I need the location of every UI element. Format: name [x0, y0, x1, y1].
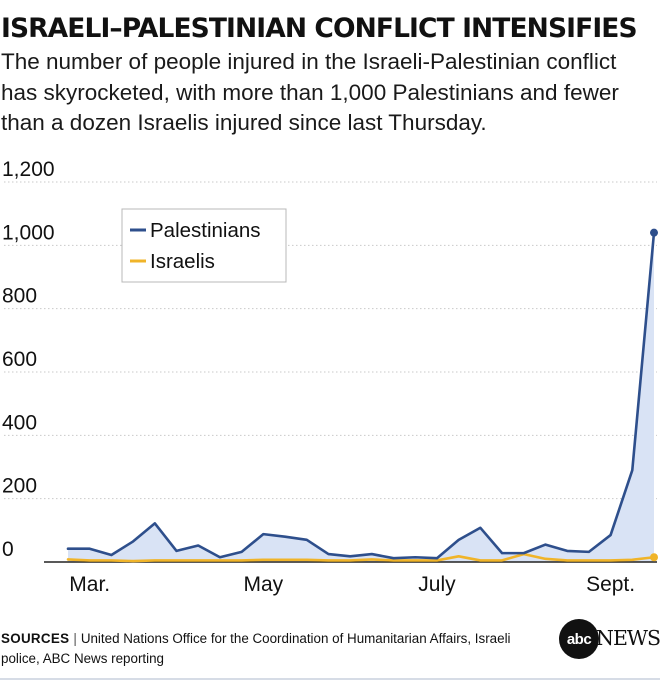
y-tick-label-200: 200 [2, 475, 37, 498]
subtitle: The number of people injured in the Isra… [1, 49, 619, 135]
y-tick-label-600: 600 [2, 348, 37, 371]
sources-text: United Nations Office for the Coordinati… [1, 631, 511, 666]
legend-label-israelis: Israelis [150, 250, 215, 273]
israelis-end-point [650, 553, 658, 562]
news-logo-word: NEWS [596, 626, 660, 650]
x-tick-label-july: July [418, 573, 456, 596]
sources-separator: | [73, 631, 77, 646]
y-tick-label-400: 400 [2, 411, 37, 434]
y-tick-label-1000: 1,000 [2, 221, 55, 244]
headline: ISRAELI–PALESTINIAN CONFLICT INTENSIFIES [1, 13, 638, 44]
abc-logo-mark: abc [559, 619, 599, 659]
x-tick-label-may: May [243, 573, 283, 596]
sources-note: SOURCES | United Nations Office for the Co… [1, 629, 546, 669]
palestinians-end-point [650, 228, 658, 237]
palestinians-line [66, 231, 656, 560]
abc-news-logo: abc NEWS [559, 619, 660, 659]
x-tick-label-mar: Mar. [69, 573, 110, 596]
sources-label: SOURCES [1, 631, 70, 646]
footer-rule [0, 678, 660, 680]
x-tick-label-sept: Sept. [586, 573, 635, 596]
y-tick-label-1200: 1,200 [2, 160, 55, 181]
israelis-line [66, 552, 656, 563]
injuries-line-chart: 0 200 400 600 800 1,000 1,200 Mar. May July Sept. P… [2, 160, 658, 596]
legend-box [121, 208, 287, 283]
y-tick-label-800: 800 [2, 285, 37, 308]
legend-label-palestinians: Palestinians [150, 219, 261, 242]
y-tick-label-0: 0 [2, 538, 14, 561]
